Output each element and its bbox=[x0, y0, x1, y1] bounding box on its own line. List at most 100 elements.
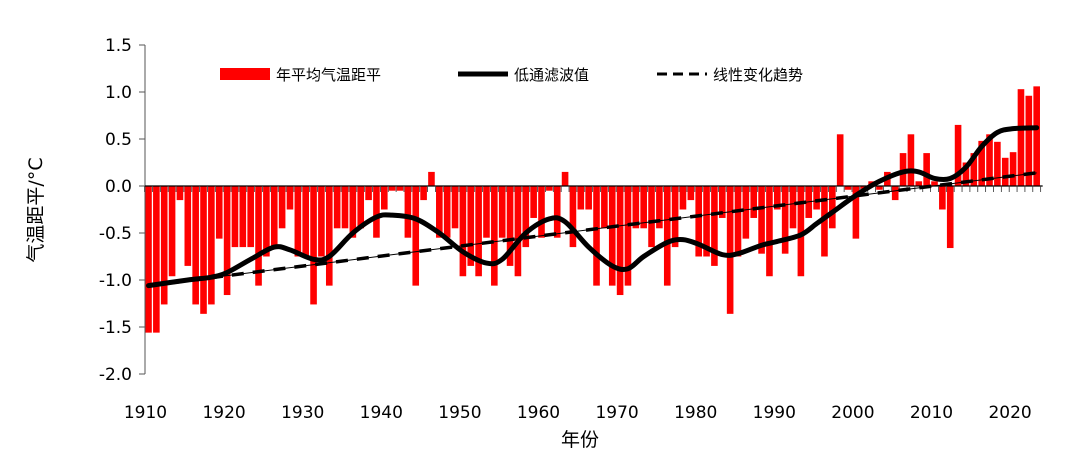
bar-1975 bbox=[656, 186, 663, 229]
bar-1928 bbox=[286, 186, 294, 210]
bar-2021 bbox=[1017, 89, 1025, 186]
bar-1939 bbox=[373, 186, 380, 238]
bar-2017 bbox=[986, 134, 993, 186]
legend-label-smooth: 低通滤波值 bbox=[514, 66, 589, 84]
bar-1911 bbox=[153, 186, 160, 333]
x-tick-label: 2000 bbox=[831, 403, 874, 423]
bar-1930 bbox=[302, 186, 309, 257]
bar-1922 bbox=[239, 186, 247, 248]
bar-1982 bbox=[711, 186, 718, 266]
bar-1963 bbox=[561, 171, 569, 186]
bar-1915 bbox=[184, 186, 192, 266]
bar-1989 bbox=[766, 186, 773, 277]
bar-1918 bbox=[208, 186, 215, 305]
bar-1966 bbox=[585, 186, 592, 210]
bar-1953 bbox=[483, 186, 490, 238]
bar-2012 bbox=[946, 186, 954, 249]
bar-1914 bbox=[176, 186, 184, 201]
bar-1923 bbox=[247, 186, 254, 248]
bar-2022 bbox=[1025, 95, 1033, 186]
bar-1913 bbox=[168, 186, 176, 277]
bar-1987 bbox=[750, 186, 758, 218]
bar-1941 bbox=[388, 186, 396, 191]
x-tick-label: 1990 bbox=[753, 403, 796, 423]
bar-1916 bbox=[192, 186, 199, 305]
bar-2023 bbox=[1033, 86, 1040, 186]
bar-1937 bbox=[357, 186, 365, 229]
bar-1967 bbox=[593, 186, 600, 286]
legend-label-bars: 年平均气温距平 bbox=[276, 66, 381, 84]
y-tick-label: 1.5 bbox=[105, 36, 132, 56]
bar-1970 bbox=[616, 186, 624, 296]
bar-1998 bbox=[836, 134, 844, 186]
bar-2003 bbox=[876, 186, 883, 190]
bar-1940 bbox=[381, 186, 388, 210]
bar-1958 bbox=[522, 186, 530, 248]
bar-1986 bbox=[742, 186, 750, 239]
y-tick-label: -1.5 bbox=[99, 318, 132, 338]
y-tick-label: 0.5 bbox=[105, 130, 132, 150]
x-tick-label: 1940 bbox=[360, 403, 403, 423]
x-tick-label: 1970 bbox=[595, 403, 638, 423]
bar-1952 bbox=[475, 186, 482, 277]
bar-1942 bbox=[396, 186, 404, 191]
axes-layer: 1.5 1.0 0.5 0.0 -0.5 -1.0 -1.5 -2.0 1910 1920 1930… bbox=[99, 36, 1043, 423]
bar-1961 bbox=[546, 186, 553, 191]
bar-1988 bbox=[758, 186, 765, 254]
bar-1999 bbox=[844, 186, 852, 190]
bar-1925 bbox=[263, 186, 270, 257]
x-tick-label: 1980 bbox=[674, 403, 717, 423]
x-tick-label: 1930 bbox=[281, 403, 324, 423]
y-axis-label: 气温距平/°C bbox=[25, 157, 47, 262]
bar-1917 bbox=[200, 186, 207, 314]
bar-1932 bbox=[318, 186, 325, 257]
bar-1951 bbox=[467, 186, 475, 266]
bar-2011 bbox=[939, 186, 946, 210]
bar-1933 bbox=[325, 186, 333, 286]
bar-2009 bbox=[923, 153, 930, 186]
bar-2000 bbox=[852, 186, 860, 239]
bar-1973 bbox=[640, 186, 647, 229]
y-tick-label: -0.5 bbox=[99, 224, 132, 244]
bar-1981 bbox=[703, 186, 710, 257]
bar-1983 bbox=[718, 186, 726, 218]
bar-2010 bbox=[931, 181, 938, 186]
bar-1950 bbox=[459, 186, 467, 277]
bar-1921 bbox=[231, 186, 239, 248]
bar-1990 bbox=[774, 186, 781, 210]
bars-layer bbox=[145, 86, 1040, 333]
bar-2019 bbox=[1001, 157, 1009, 186]
bar-1924 bbox=[255, 186, 262, 286]
x-tick-label: 2020 bbox=[988, 403, 1031, 423]
bar-2013 bbox=[954, 124, 962, 186]
bar-2005 bbox=[891, 186, 899, 201]
bar-1978 bbox=[679, 186, 687, 210]
bar-1992 bbox=[789, 186, 797, 229]
bar-1934 bbox=[333, 186, 341, 229]
bar-1969 bbox=[608, 186, 616, 286]
bar-1979 bbox=[687, 186, 695, 201]
x-tick-label: 1960 bbox=[517, 403, 560, 423]
bar-2016 bbox=[978, 140, 985, 186]
bar-2007 bbox=[907, 134, 915, 186]
x-tick-label: 1950 bbox=[438, 403, 481, 423]
bar-1947 bbox=[436, 186, 443, 238]
bar-1977 bbox=[671, 186, 679, 248]
bar-1926 bbox=[270, 186, 278, 248]
x-tick-label: 1920 bbox=[202, 403, 245, 423]
bar-1948 bbox=[443, 186, 451, 238]
y-tick-label: 0.0 bbox=[105, 177, 132, 197]
bar-1931 bbox=[310, 186, 317, 305]
bar-1927 bbox=[278, 186, 286, 229]
bar-1912 bbox=[160, 186, 168, 305]
x-tick-label: 1910 bbox=[124, 403, 167, 423]
bar-1946 bbox=[428, 171, 435, 186]
bar-1984 bbox=[726, 186, 734, 314]
bar-1955 bbox=[498, 186, 506, 238]
bar-1997 bbox=[829, 186, 836, 229]
bar-1954 bbox=[491, 186, 498, 286]
bar-1985 bbox=[734, 186, 742, 257]
bar-1965 bbox=[577, 186, 585, 210]
y-tick-label: -2.0 bbox=[99, 365, 132, 385]
